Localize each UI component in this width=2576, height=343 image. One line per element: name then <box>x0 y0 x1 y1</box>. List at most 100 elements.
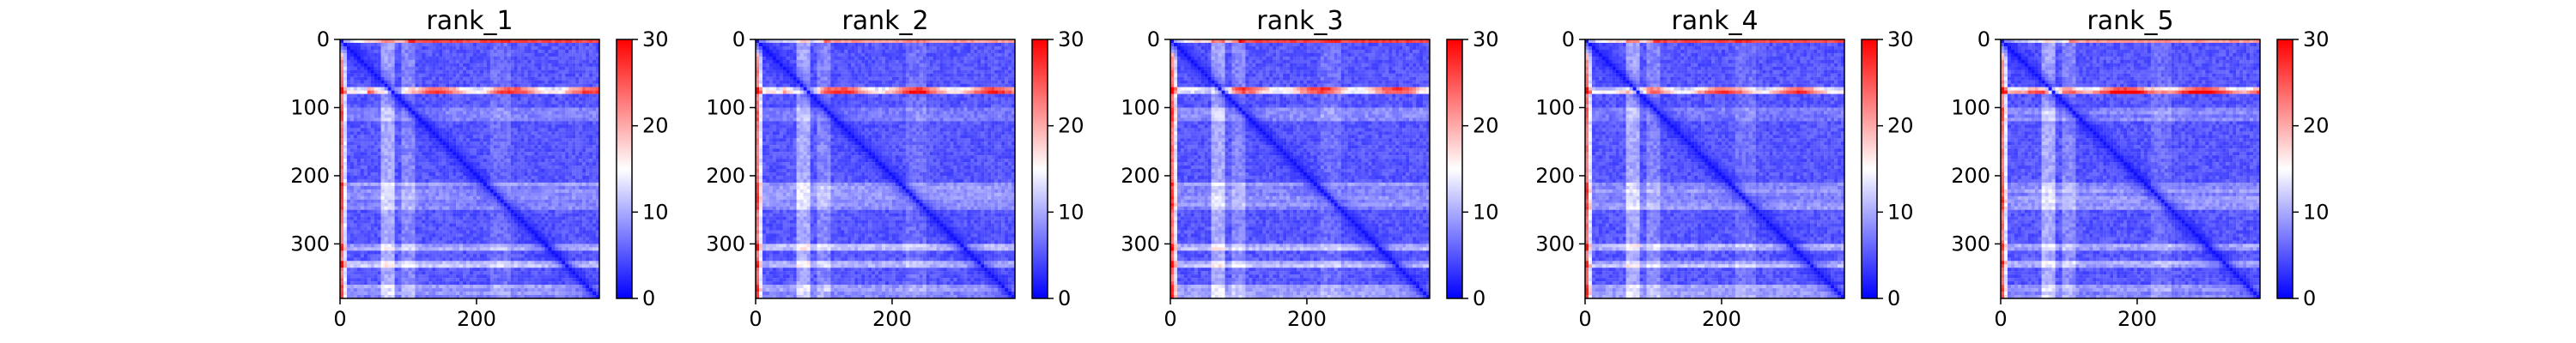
heatmap-cell <box>501 63 504 67</box>
heatmap-cell <box>528 50 532 53</box>
heatmap-cell <box>347 84 350 87</box>
heatmap-cell <box>459 63 463 67</box>
heatmap-cell <box>544 60 548 63</box>
heatmap-cell <box>501 77 504 81</box>
heatmap-cell <box>579 77 582 81</box>
heatmap-cell <box>425 81 428 84</box>
heatmap-cell <box>395 81 398 84</box>
heatmap-cell <box>411 77 415 81</box>
heatmap-cell <box>343 74 347 77</box>
heatmap-cell <box>398 57 402 60</box>
heatmap-cell <box>347 74 350 77</box>
heatmap-cell <box>395 46 398 50</box>
heatmap-cell <box>395 53 398 57</box>
heatmap-cell <box>392 74 395 77</box>
heatmap-cell <box>490 63 494 67</box>
heatmap-cell <box>368 87 371 91</box>
heatmap-cell <box>477 57 480 60</box>
heatmap-cell <box>411 87 415 91</box>
heatmap-cell <box>473 53 477 57</box>
heatmap-cell <box>402 50 405 53</box>
heatmap-cell <box>483 63 487 67</box>
heatmap-cell <box>374 77 378 81</box>
heatmap-cell <box>568 53 572 57</box>
heatmap-cell <box>551 87 555 91</box>
heatmap-cell <box>565 67 568 70</box>
heatmap-cell <box>528 70 532 74</box>
heatmap-cell <box>392 60 395 63</box>
heatmap-cell <box>586 70 589 74</box>
heatmap-cell <box>490 53 494 57</box>
heatmap-cell <box>483 43 487 46</box>
heatmap-cell <box>425 91 428 94</box>
heatmap-cell <box>555 87 558 91</box>
heatmap-cell <box>497 57 501 60</box>
heatmap-cell <box>453 91 456 94</box>
heatmap-cell <box>494 50 497 53</box>
heatmap-cell <box>592 77 596 81</box>
heatmap-cell <box>480 70 483 74</box>
heatmap-cell <box>368 84 371 87</box>
heatmap-cell <box>463 67 466 70</box>
heatmap-cell <box>589 70 592 74</box>
heatmap-cell <box>544 43 548 46</box>
heatmap-cell <box>459 77 463 81</box>
heatmap-cell <box>575 77 579 81</box>
heatmap-cell <box>411 74 415 77</box>
heatmap-cell <box>395 74 398 77</box>
heatmap-cell <box>435 70 439 74</box>
heatmap-cell <box>350 70 354 74</box>
heatmap-cell <box>541 81 544 84</box>
heatmap-cell <box>371 87 374 91</box>
heatmap-cell <box>442 84 446 87</box>
heatmap-cell <box>497 74 501 77</box>
heatmap-cell <box>470 43 473 46</box>
heatmap-cell <box>592 74 596 77</box>
heatmap-cell <box>415 67 418 70</box>
heatmap-cell <box>518 63 521 67</box>
heatmap-cell <box>439 43 442 46</box>
heatmap-cell <box>418 87 422 91</box>
heatmap-cell <box>463 70 466 74</box>
heatmap-cell <box>435 43 439 46</box>
heatmap-cell <box>579 50 582 53</box>
heatmap-cell <box>589 50 592 53</box>
heatmap-cell <box>408 43 411 46</box>
heatmap-cell <box>392 84 395 87</box>
heatmap-cell <box>422 43 425 46</box>
heatmap-cell <box>398 53 402 57</box>
heatmap-cell <box>487 53 490 57</box>
heatmap-cell <box>487 46 490 50</box>
heatmap-cell <box>558 81 562 84</box>
heatmap-cell <box>483 81 487 84</box>
heatmap-cell <box>385 63 388 67</box>
heatmap-cell <box>487 50 490 53</box>
heatmap-cell <box>398 77 402 81</box>
heatmap-cell <box>551 67 555 70</box>
heatmap-cell <box>483 77 487 81</box>
heatmap-cell <box>418 53 422 57</box>
heatmap-cell <box>357 60 361 63</box>
heatmap-cell <box>368 43 371 46</box>
heatmap-cell <box>439 50 442 53</box>
heatmap-cell <box>456 60 459 63</box>
heatmap-cell <box>541 84 544 87</box>
heatmap-cell <box>558 87 562 91</box>
heatmap-cell <box>425 74 428 77</box>
heatmap-cell <box>507 57 511 60</box>
heatmap-cell <box>425 70 428 74</box>
heatmap-cell <box>532 77 535 81</box>
heatmap-cell <box>392 91 395 94</box>
heatmap-cell <box>525 57 528 60</box>
heatmap-cell <box>442 50 446 53</box>
heatmap-cell <box>544 81 548 84</box>
heatmap-cell <box>357 74 361 77</box>
heatmap-cell <box>480 77 483 81</box>
heatmap-cell <box>435 77 439 81</box>
heatmap-cell <box>494 74 497 77</box>
heatmap-cell <box>446 91 449 94</box>
heatmap-cell <box>343 91 347 94</box>
heatmap-cell <box>528 53 532 57</box>
heatmap-cell <box>343 87 347 91</box>
heatmap-cell <box>470 46 473 50</box>
